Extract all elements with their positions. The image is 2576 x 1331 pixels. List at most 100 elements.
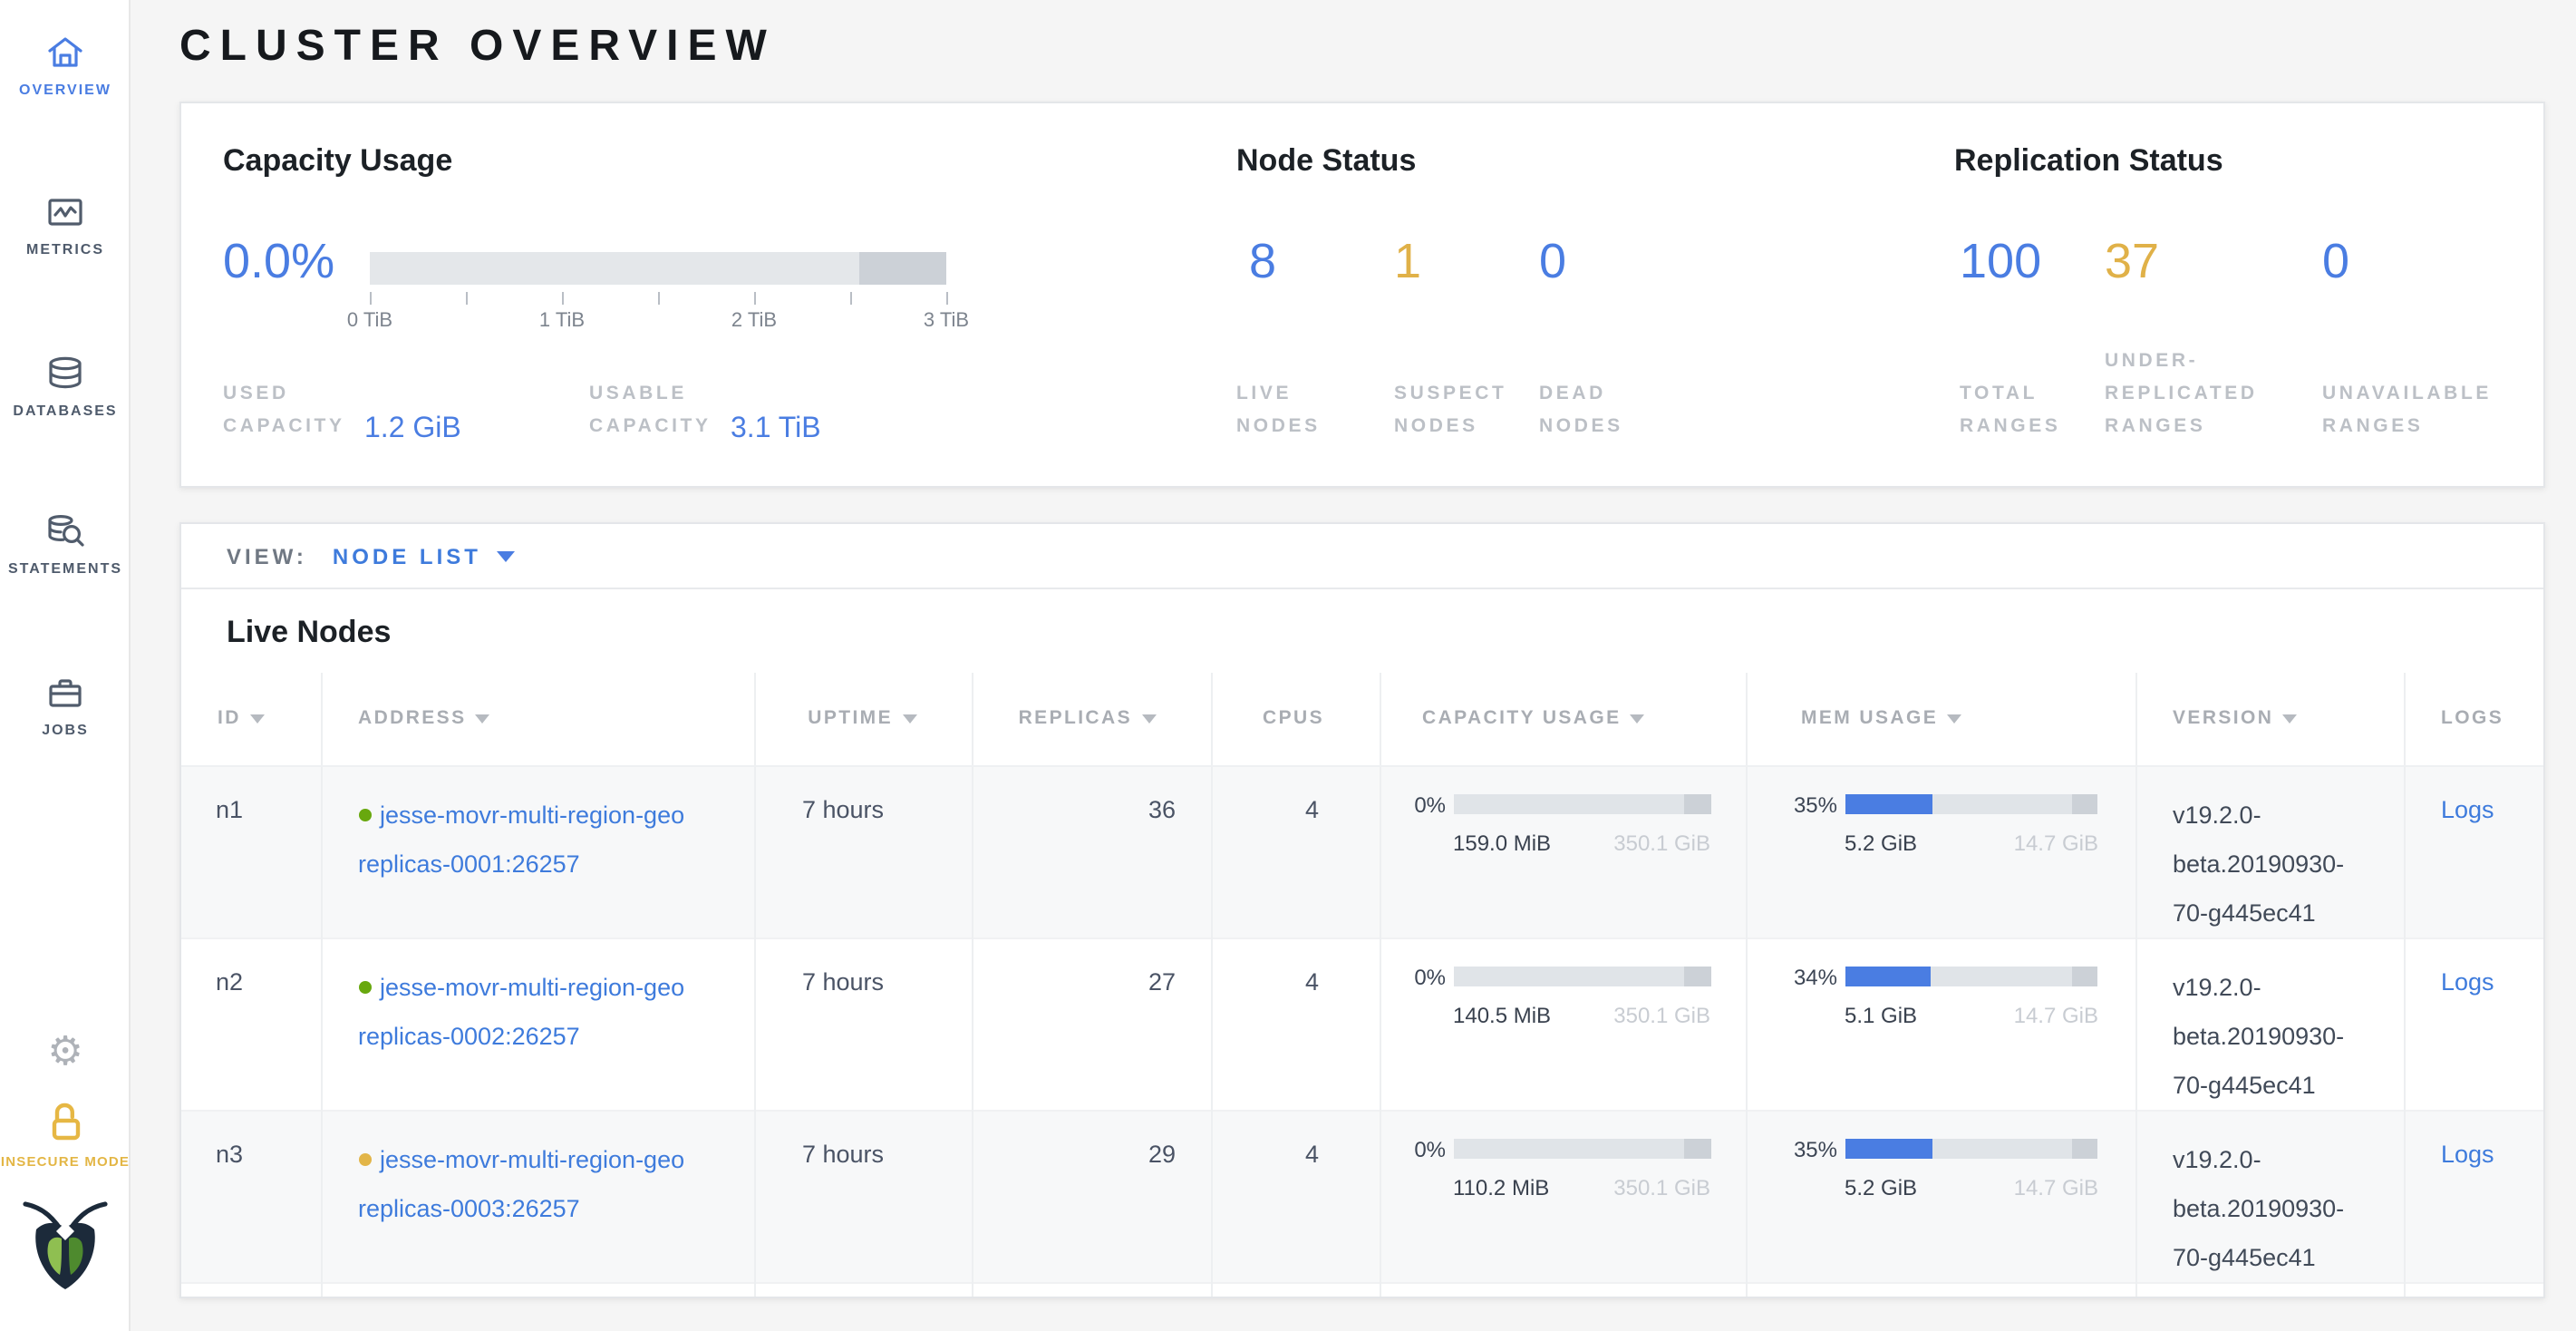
- sidebar-item-databases[interactable]: DATABASES: [0, 352, 131, 419]
- unavailable-ranges-count: 0: [2322, 234, 2350, 288]
- cockroachdb-logo[interactable]: [0, 1197, 131, 1304]
- sidebar-item-label: STATEMENTS: [7, 560, 123, 577]
- node-capacity-usage-cell: 0% 106.9 MiB 350.1 GiB: [1379, 1281, 1746, 1297]
- node-replicas-cell: 36: [971, 764, 1211, 938]
- node-address-cell: jesse-movr-multi-region-georeplicas-0004…: [320, 1281, 754, 1297]
- node-id-cell: n3: [181, 1109, 321, 1282]
- axis-tick-label: 0 TiB: [346, 310, 393, 332]
- node-capacity-usage-cell: 0% 110.2 MiB 350.1 GiB: [1379, 1109, 1746, 1282]
- node-table-row: n1 jesse-movr-multi-region-geo replicas-0…: [181, 764, 2543, 938]
- node-cpus-cell: 4: [1210, 937, 1380, 1110]
- capacity-usage-bar: [1453, 794, 1710, 814]
- node-address-link[interactable]: jesse-movr-multi-region-geo replicas-0003…: [358, 1145, 685, 1221]
- under-replicated-ranges-label: UNDER- REPLICATED RANGES: [2105, 350, 2258, 437]
- capacity-usage-title: Capacity Usage: [223, 143, 453, 178]
- settings-button[interactable]: ⚙: [0, 1031, 131, 1075]
- home-icon: [44, 31, 87, 74]
- axis-tick-label: 3 TiB: [923, 310, 970, 332]
- chevron-down-icon[interactable]: [497, 550, 516, 561]
- logs-link[interactable]: Logs: [2441, 967, 2494, 995]
- unlocked-padlock-icon: [42, 1099, 89, 1146]
- unavailable-ranges-label: UNAVAILABLE RANGES: [2322, 383, 2492, 437]
- capacity-bar-reserved-segment: [859, 252, 946, 285]
- sidebar-item-overview[interactable]: OVERVIEW: [0, 31, 131, 98]
- node-cpus-cell: 4: [1210, 764, 1380, 938]
- sort-arrow-icon: [475, 714, 490, 724]
- under-replicated-ranges-count: 37: [2105, 234, 2160, 288]
- node-replicas-cell: 29: [971, 1109, 1211, 1282]
- view-dropdown[interactable]: NODE LIST: [332, 543, 481, 568]
- node-table-row: n3 jesse-movr-multi-region-geo replicas-0…: [181, 1109, 2543, 1282]
- logs-link[interactable]: Logs: [2441, 1140, 2494, 1167]
- column-header-logs: LOGS: [2403, 673, 2543, 766]
- node-status-dot: [358, 808, 371, 821]
- sidebar-item-metrics[interactable]: METRICS: [0, 190, 131, 257]
- mem-usage-bar: [1845, 1139, 2097, 1159]
- sidebar-item-label: DATABASES: [13, 403, 118, 419]
- sidebar-item-label: OVERVIEW: [19, 82, 111, 98]
- node-id-cell: n4: [181, 1281, 321, 1297]
- dead-nodes-count: 0: [1539, 234, 1567, 288]
- usable-capacity-value: 3.1 TiB: [731, 413, 821, 444]
- node-status-dot: [358, 980, 371, 993]
- sort-arrow-icon: [1141, 714, 1156, 724]
- sort-arrow-icon: [249, 714, 265, 724]
- sidebar-item-label: METRICS: [26, 241, 104, 257]
- column-header-address[interactable]: ADDRESS: [320, 673, 754, 766]
- node-id-cell: n1: [181, 764, 321, 938]
- database-icon: [44, 352, 87, 395]
- cockroachdb-bug-logo-icon: [18, 1201, 112, 1302]
- column-header-cpus: CPUS: [1210, 673, 1380, 766]
- dead-nodes-label: DEAD NODES: [1539, 383, 1623, 437]
- sidebar-item-statements[interactable]: STATEMENTS: [0, 510, 131, 577]
- usable-capacity-label: USABLE CAPACITY: [589, 383, 712, 437]
- node-uptime-cell: 7 hours: [753, 937, 972, 1110]
- node-uptime-cell: 7 hours: [753, 1109, 972, 1282]
- column-header-capacity-usage[interactable]: CAPACITY USAGE: [1379, 673, 1746, 766]
- column-header-replicas[interactable]: REPLICAS: [971, 673, 1211, 766]
- column-header-id[interactable]: ID: [181, 673, 321, 766]
- column-header-version[interactable]: VERSION: [2135, 673, 2404, 766]
- capacity-usage-bar: [370, 252, 946, 285]
- node-version-cell: v19.2.0-beta.20190930-70-g445ec41: [2135, 1109, 2404, 1282]
- node-address-link[interactable]: jesse-movr-multi-region-geo replicas-0001…: [358, 801, 685, 877]
- metrics-chart-icon: [44, 190, 87, 234]
- node-logs-cell: Logs: [2403, 1281, 2543, 1297]
- main-content: CLUSTER OVERVIEW Capacity Usage 0.0% 0 T…: [131, 0, 2576, 1331]
- view-label: VIEW:: [227, 543, 307, 568]
- node-id-cell: n2: [181, 937, 321, 1110]
- sort-arrow-icon: [902, 714, 916, 724]
- sort-arrow-icon: [1947, 714, 1962, 724]
- node-logs-cell: Logs: [2403, 1109, 2543, 1282]
- node-status-dot: [358, 1152, 371, 1165]
- sidebar-item-jobs[interactable]: JOBS: [0, 671, 131, 738]
- node-capacity-usage-cell: 0% 140.5 MiB 350.1 GiB: [1379, 937, 1746, 1110]
- sort-arrow-icon: [1630, 714, 1645, 724]
- page-title: CLUSTER OVERVIEW: [179, 22, 776, 71]
- node-mem-usage-cell: 35% 5.2 GiB 14.7 GiB: [1745, 764, 2135, 938]
- node-address-link[interactable]: jesse-movr-multi-region-geo replicas-0002…: [358, 973, 685, 1049]
- view-selector-bar: VIEW: NODE LIST: [181, 524, 2543, 589]
- node-version-cell: v19.2.0-beta.20190930-70-g445ec41: [2135, 937, 2404, 1110]
- sidebar: OVERVIEW METRICS DATABASES STATEMENTS JO…: [0, 0, 131, 1331]
- node-version-cell: v19.2.0-beta.20190930-70-g445ec41: [2135, 1281, 2404, 1297]
- node-logs-cell: Logs: [2403, 764, 2543, 938]
- mem-usage-bar: [1845, 794, 2097, 814]
- total-ranges-label: TOTAL RANGES: [1960, 383, 2061, 437]
- logs-link[interactable]: Logs: [2441, 795, 2494, 822]
- node-address-cell: jesse-movr-multi-region-geo replicas-0001…: [320, 764, 754, 938]
- node-table-row: n4 jesse-movr-multi-region-georeplicas-0…: [181, 1281, 2543, 1297]
- cluster-summary-card: Capacity Usage 0.0% 0 TiB 1 TiB 2 TiB 3 …: [179, 102, 2545, 488]
- node-mem-usage-cell: 34% 5.1 GiB 14.7 GiB: [1745, 937, 2135, 1110]
- suspect-nodes-count: 1: [1394, 234, 1422, 288]
- column-header-mem-usage[interactable]: MEM USAGE: [1745, 673, 2135, 766]
- node-cpus-cell: 4: [1210, 1281, 1380, 1297]
- insecure-mode-indicator[interactable]: INSECURE MODE: [0, 1099, 131, 1170]
- used-capacity-label: USED CAPACITY: [223, 383, 345, 437]
- sort-arrow-icon: [2282, 714, 2298, 724]
- column-header-uptime[interactable]: UPTIME: [753, 673, 972, 766]
- replication-status-title: Replication Status: [1954, 143, 2223, 178]
- live-nodes-label: LIVE NODES: [1236, 383, 1321, 437]
- insecure-mode-label: INSECURE MODE: [0, 1153, 131, 1170]
